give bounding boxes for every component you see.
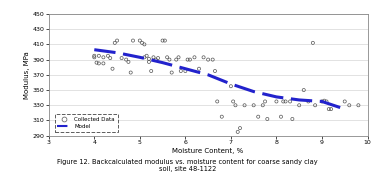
Point xyxy=(100,62,106,65)
Point xyxy=(242,104,248,107)
Point xyxy=(118,57,124,60)
Point xyxy=(146,61,152,63)
Point xyxy=(187,58,193,61)
Point xyxy=(219,115,225,118)
Point xyxy=(280,100,286,103)
Point xyxy=(255,115,261,118)
Point xyxy=(164,56,170,59)
Point xyxy=(100,56,106,59)
Point xyxy=(182,70,188,72)
Point xyxy=(290,118,296,120)
Point xyxy=(153,58,159,61)
Legend: Collected Data, Model: Collected Data, Model xyxy=(55,114,118,132)
Point xyxy=(230,100,236,103)
Point xyxy=(260,104,266,107)
Point xyxy=(192,56,198,59)
Point xyxy=(201,56,207,59)
Point xyxy=(130,39,136,42)
Point xyxy=(137,39,143,42)
Point xyxy=(310,41,316,44)
Point xyxy=(139,41,145,44)
Point xyxy=(169,71,175,74)
Point xyxy=(160,39,166,42)
Point xyxy=(128,71,134,74)
Point xyxy=(125,61,131,63)
Point xyxy=(184,58,190,61)
Point xyxy=(141,43,147,46)
Point xyxy=(232,104,238,107)
Point xyxy=(112,41,118,44)
Point xyxy=(301,89,307,91)
Point xyxy=(312,104,318,107)
Point xyxy=(251,104,257,107)
Point xyxy=(237,127,243,129)
Point xyxy=(326,108,332,110)
Point xyxy=(114,39,120,42)
Point xyxy=(321,99,327,102)
Point xyxy=(148,70,154,72)
Point xyxy=(105,54,111,57)
Point xyxy=(342,100,348,103)
Point xyxy=(176,56,181,59)
Point xyxy=(210,58,216,61)
Point xyxy=(110,67,116,70)
Point xyxy=(228,85,234,88)
Point xyxy=(356,104,362,107)
Y-axis label: Modulus, MPa: Modulus, MPa xyxy=(24,51,30,99)
Point xyxy=(282,100,288,103)
Point xyxy=(346,104,352,107)
Point xyxy=(107,57,113,60)
Point xyxy=(178,70,184,72)
Point xyxy=(146,57,152,60)
Point xyxy=(324,100,330,103)
Point xyxy=(278,115,284,118)
Point xyxy=(305,100,311,103)
Point xyxy=(162,39,168,42)
Point xyxy=(91,56,97,59)
Point xyxy=(123,58,129,61)
Point xyxy=(144,54,150,57)
Point xyxy=(214,100,220,103)
Point xyxy=(96,54,102,57)
Point xyxy=(155,57,161,60)
Point xyxy=(296,104,302,107)
Point xyxy=(264,118,270,120)
Point xyxy=(212,70,218,72)
X-axis label: Moisture Content, %: Moisture Content, % xyxy=(172,148,244,154)
Point xyxy=(273,100,279,103)
Point xyxy=(235,130,241,133)
Point xyxy=(328,108,334,110)
Point xyxy=(166,58,172,61)
Point xyxy=(91,54,97,57)
Point xyxy=(96,62,102,65)
Point xyxy=(287,100,293,103)
Point xyxy=(173,58,179,61)
Text: Figure 12. Backcalculated modulus vs. moisture content for coarse sandy clay
soi: Figure 12. Backcalculated modulus vs. mo… xyxy=(57,159,318,172)
Point xyxy=(93,61,99,64)
Point xyxy=(205,58,211,61)
Point xyxy=(141,56,147,59)
Point xyxy=(196,67,202,70)
Point xyxy=(150,56,156,59)
Point xyxy=(319,100,325,103)
Point xyxy=(262,100,268,103)
